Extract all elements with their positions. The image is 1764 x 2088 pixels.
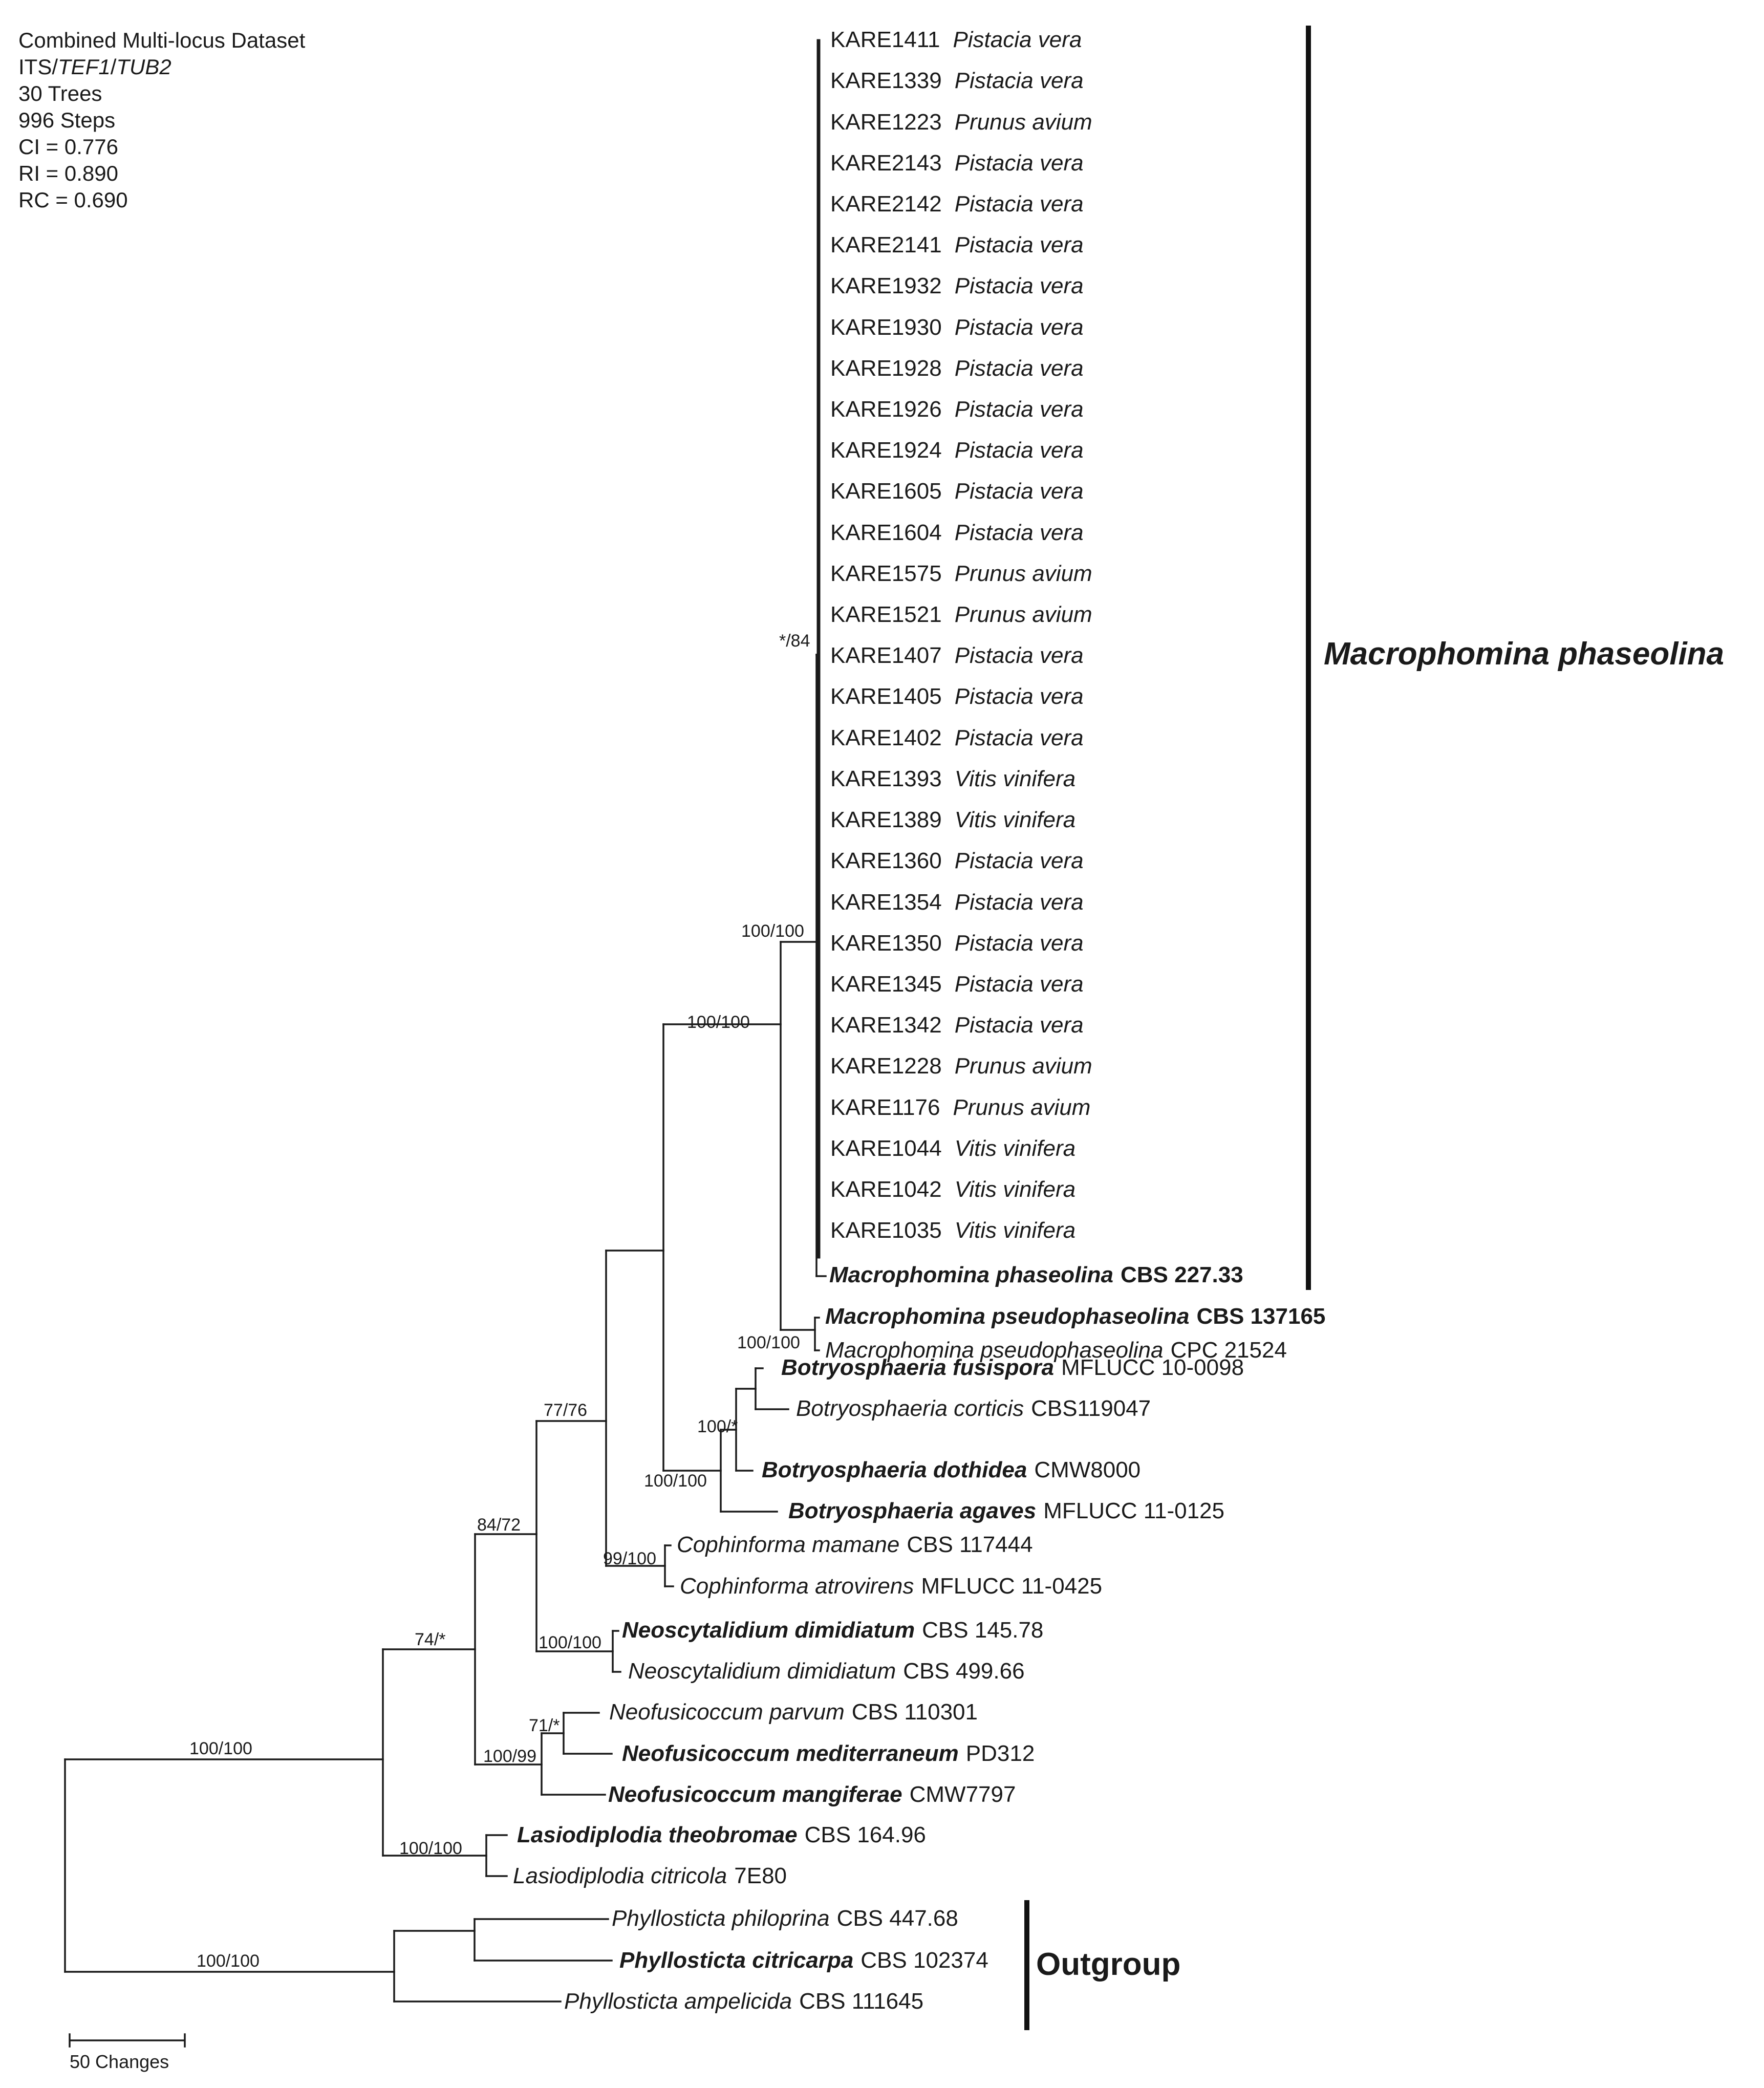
support-macrophomina-crown: 100/100 — [741, 921, 804, 941]
tip-kare1932: KARE1932 Pistacia vera — [830, 273, 1084, 298]
support-neofusicoccum-clade: 100/99 — [483, 1747, 536, 1766]
tip-kare1350: KARE1350 Pistacia vera — [830, 931, 1084, 956]
tip-botryosphaeria-agaves: Botryosphaeria agaves MFLUCC 11-0125 — [788, 1498, 1224, 1523]
support-mphaseolina-clade: */84 — [779, 631, 810, 651]
tip-kare1044: KARE1044 Vitis vinifera — [830, 1136, 1075, 1161]
support-node-84: 84/72 — [477, 1515, 521, 1535]
stat-loci: ITS/TEF1/TUB2 — [18, 55, 171, 79]
tip-botryosphaeria-dothidea: Botryosphaeria dothidea CMW8000 — [762, 1457, 1141, 1482]
tip-kare2141: KARE2141 Pistacia vera — [830, 232, 1084, 257]
support-pseudophaseolina: 100/100 — [737, 1333, 800, 1352]
support-node-74: 74/* — [415, 1630, 446, 1649]
scale-bar-label: 50 Changes — [70, 2051, 169, 2072]
tip-kare1393: KARE1393 Vitis vinifera — [830, 766, 1075, 791]
tip-phyllosticta-citricarpa: Phyllosticta citricarpa CBS 102374 — [619, 1948, 988, 1973]
reference-labels: Macrophomina phaseolina CBS 227.33 Macrop… — [513, 1262, 1325, 2014]
tip-kare1407: KARE1407 Pistacia vera — [830, 643, 1084, 668]
tip-kare1924: KARE1924 Pistacia vera — [830, 438, 1084, 463]
tip-kare1928: KARE1928 Pistacia vera — [830, 356, 1084, 381]
tip-cophinforma-atrovirens: Cophinforma atrovirens MFLUCC 11-0425 — [680, 1574, 1102, 1599]
locus-sep-2: / — [111, 55, 117, 79]
clade-label-outgroup: Outgroup — [1036, 1947, 1180, 1982]
support-neoscytalidium: 100/100 — [539, 1633, 601, 1652]
tip-phyllosticta-ampelicida: Phyllosticta ampelicida CBS 111645 — [564, 1989, 923, 2014]
tip-kare1339: KARE1339 Pistacia vera — [830, 68, 1084, 93]
tip-kare1345: KARE1345 Pistacia vera — [830, 972, 1084, 997]
support-botryosphaeria-inner: 100/* — [697, 1417, 738, 1436]
tip-kare1228: KARE1228 Prunus avium — [830, 1053, 1092, 1079]
support-neofusicoccum-inner: 71/* — [529, 1716, 560, 1735]
locus-tef1: TEF1 — [58, 55, 111, 79]
support-node-77: 77/76 — [544, 1401, 587, 1420]
tip-kare1223: KARE1223 Prunus avium — [830, 110, 1092, 135]
support-ingroup: 100/100 — [189, 1739, 252, 1758]
stat-steps: 996 Steps — [18, 108, 115, 132]
tip-neofusicoccum-mediterraneum: Neofusicoccum mediterraneum PD312 — [622, 1741, 1035, 1766]
support-values: */84 100/100 100/100 100/100 100/* 100/1… — [189, 631, 810, 1971]
tip-phyllosticta-philoprina: Phyllosticta philoprina CBS 447.68 — [612, 1906, 958, 1931]
support-lasiodiplodia: 100/100 — [399, 1839, 462, 1858]
tip-macrophomina-pseudophaseolina-cbs137165: Macrophomina pseudophaseolina CBS 137165 — [825, 1304, 1325, 1329]
dataset-stats: Combined Multi-locus Dataset ITS/TEF1/TU… — [18, 28, 306, 212]
tip-lasiodiplodia-theobromae: Lasiodiplodia theobromae CBS 164.96 — [517, 1822, 926, 1847]
tip-kare1930: KARE1930 Pistacia vera — [830, 315, 1084, 340]
tip-kare1354: KARE1354 Pistacia vera — [830, 890, 1084, 915]
tip-kare1342: KARE1342 Pistacia vera — [830, 1013, 1084, 1038]
tip-kare2142: KARE2142 Pistacia vera — [830, 191, 1084, 217]
stat-trees: 30 Trees — [18, 81, 102, 105]
tip-kare1605: KARE1605 Pistacia vera — [830, 479, 1084, 504]
tip-botryosphaeria-fusispora: Botryosphaeria fusispora MFLUCC 10-0098 — [781, 1355, 1244, 1380]
tip-lasiodiplodia-citricola: Lasiodiplodia citricola 7E80 — [513, 1863, 787, 1888]
tree-branches — [64, 39, 827, 2003]
clade-label-macrophomina: Macrophomina phaseolina — [1324, 636, 1724, 672]
tip-neoscytalidium-dimidiatum-49966: Neoscytalidium dimidiatum CBS 499.66 — [628, 1659, 1025, 1684]
tip-macrophomina-phaseolina-cbs22733: Macrophomina phaseolina CBS 227.33 — [829, 1262, 1243, 1287]
tip-kare1521: KARE1521 Prunus avium — [830, 602, 1092, 627]
tip-kare2143: KARE2143 Pistacia vera — [830, 150, 1084, 176]
tip-kare1402: KARE1402 Pistacia vera — [830, 725, 1084, 750]
clade-annotations: Macrophomina phaseolina Outgroup — [1024, 26, 1724, 2030]
tip-kare1042: KARE1042 Vitis vinifera — [830, 1177, 1075, 1202]
tip-kare1575: KARE1575 Prunus avium — [830, 561, 1092, 586]
stat-dataset: Combined Multi-locus Dataset — [18, 28, 306, 52]
support-cophinforma: 99/100 — [603, 1549, 656, 1568]
tip-neoscytalidium-dimidiatum-14578: Neoscytalidium dimidiatum CBS 145.78 — [622, 1618, 1043, 1643]
scale-bar-line — [69, 2033, 186, 2048]
support-botryosphaeria-clade: 100/100 — [644, 1471, 707, 1491]
tip-kare1926: KARE1926 Pistacia vera — [830, 397, 1084, 422]
locus-its: ITS — [18, 55, 52, 79]
tip-kare1411: KARE1411 Pistacia vera — [830, 27, 1082, 52]
tip-kare1389: KARE1389 Vitis vinifera — [830, 807, 1075, 832]
support-root: 100/100 — [197, 1951, 260, 1971]
tip-kare1176: KARE1176 Prunus avium — [830, 1095, 1090, 1120]
tip-kare1035: KARE1035 Vitis vinifera — [830, 1218, 1075, 1243]
stat-ri: RI = 0.890 — [18, 161, 118, 185]
tip-kare1360: KARE1360 Pistacia vera — [830, 848, 1084, 873]
support-macrophomina-stem: 100/100 — [687, 1013, 750, 1032]
tip-neofusicoccum-parvum: Neofusicoccum parvum CBS 110301 — [609, 1699, 978, 1725]
tip-cophinforma-mamane: Cophinforma mamane CBS 117444 — [677, 1532, 1033, 1557]
tip-kare1604: KARE1604 Pistacia vera — [830, 520, 1084, 545]
locus-sep-1: / — [52, 55, 58, 79]
stat-rc: RC = 0.690 — [18, 188, 128, 212]
tip-botryosphaeria-corticis: Botryosphaeria corticis CBS119047 — [796, 1396, 1151, 1421]
scale-bar: 50 Changes — [69, 2033, 186, 2072]
locus-tub2: TUB2 — [116, 55, 171, 79]
isolate-labels: KARE1411 Pistacia vera KARE1339 Pistacia v… — [830, 27, 1092, 1243]
tip-kare1405: KARE1405 Pistacia vera — [830, 684, 1084, 709]
tip-macrophomina-pseudophaseolina-cpc21524: Macrophomina pseudophaseolina CPC 21524 — [825, 1338, 1287, 1363]
tip-neofusicoccum-mangiferae: Neofusicoccum mangiferae CMW7797 — [608, 1782, 1016, 1807]
stat-ci: CI = 0.776 — [18, 135, 118, 159]
